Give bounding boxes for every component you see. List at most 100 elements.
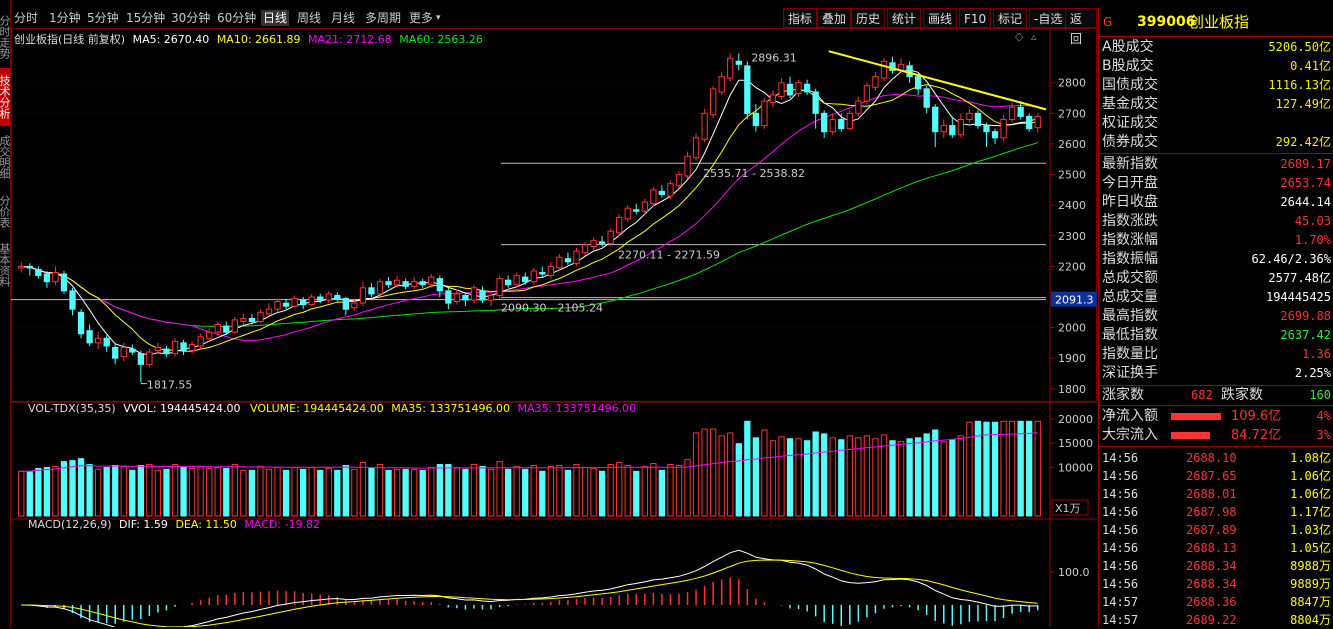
candle[interactable] xyxy=(291,295,298,308)
candle[interactable] xyxy=(86,324,93,346)
history-button[interactable]: 历史 xyxy=(851,8,886,28)
candle[interactable] xyxy=(709,85,717,118)
candle[interactable] xyxy=(393,275,401,288)
candle[interactable] xyxy=(923,85,930,114)
candle[interactable] xyxy=(112,342,119,365)
candle[interactable] xyxy=(265,303,273,316)
candle[interactable] xyxy=(154,342,162,354)
candle[interactable] xyxy=(129,344,136,356)
candle[interactable] xyxy=(428,274,435,288)
candle[interactable] xyxy=(675,171,683,189)
candle[interactable] xyxy=(932,104,939,148)
period-tab[interactable]: 多周期 xyxy=(365,11,402,25)
candle[interactable] xyxy=(616,214,623,236)
period-tab[interactable]: 30分钟 xyxy=(171,11,211,25)
candle[interactable] xyxy=(983,122,990,148)
candle[interactable] xyxy=(581,241,589,256)
candle[interactable] xyxy=(240,313,247,325)
candle[interactable] xyxy=(453,289,461,305)
candle[interactable] xyxy=(889,56,896,74)
candle[interactable] xyxy=(658,185,666,198)
period-tab[interactable]: 15分钟 xyxy=(126,11,166,25)
candle[interactable] xyxy=(735,53,742,71)
indicator-button[interactable]: 指标 xyxy=(783,8,818,28)
candle[interactable] xyxy=(650,186,657,207)
candle[interactable] xyxy=(590,237,597,250)
f10-button[interactable]: F10 xyxy=(959,8,992,28)
candle[interactable] xyxy=(120,342,127,362)
back-button[interactable]: 返回 xyxy=(1065,8,1097,46)
candle[interactable] xyxy=(522,272,529,285)
candle[interactable] xyxy=(547,261,555,279)
overlay-button[interactable]: 叠加 xyxy=(817,8,852,28)
candle[interactable] xyxy=(317,293,324,304)
candle[interactable] xyxy=(359,281,367,307)
candle[interactable] xyxy=(556,254,563,271)
tab-trades[interactable]: 成交明细 xyxy=(0,135,10,179)
candle[interactable] xyxy=(701,108,708,143)
candle[interactable] xyxy=(641,199,648,215)
candle[interactable] xyxy=(351,298,358,311)
chevron-down-icon[interactable]: ▾ xyxy=(436,13,441,23)
candle[interactable] xyxy=(146,349,153,368)
candle[interactable] xyxy=(513,272,520,288)
candle[interactable] xyxy=(838,113,845,132)
candle[interactable] xyxy=(26,263,33,276)
candle[interactable] xyxy=(103,335,110,353)
candle[interactable] xyxy=(60,270,68,294)
candle[interactable] xyxy=(308,293,315,307)
remove-favorite-button[interactable]: -自选 xyxy=(1029,8,1068,28)
candle[interactable] xyxy=(752,104,760,132)
tab-basic-info[interactable]: 基本资料 xyxy=(0,243,10,287)
period-tab[interactable]: 1分钟 xyxy=(49,11,81,25)
period-tab[interactable]: 5分钟 xyxy=(87,11,119,25)
draw-line-button[interactable]: 画线 xyxy=(923,8,958,28)
period-tab-active[interactable]: 日线 xyxy=(261,10,290,26)
candle[interactable] xyxy=(94,332,102,350)
candle[interactable] xyxy=(163,345,170,357)
period-tab[interactable]: 周线 xyxy=(297,11,322,25)
candle[interactable] xyxy=(282,298,290,310)
candle[interactable] xyxy=(171,338,179,357)
candle[interactable] xyxy=(436,275,443,297)
candle[interactable] xyxy=(248,313,256,325)
period-tab[interactable]: 月线 xyxy=(331,11,356,25)
period-tab[interactable]: 分时 xyxy=(14,11,39,25)
candle[interactable] xyxy=(573,248,580,267)
candle[interactable] xyxy=(188,341,196,354)
mark-button[interactable]: 标记 xyxy=(993,8,1028,28)
candle[interactable] xyxy=(496,275,503,299)
candle[interactable] xyxy=(180,339,187,356)
diamond-icon[interactable]: ◇ xyxy=(1015,30,1024,43)
candle[interactable] xyxy=(43,270,51,288)
candle[interactable] xyxy=(991,128,999,144)
candle[interactable] xyxy=(949,116,956,138)
candle[interactable] xyxy=(462,292,469,307)
candle[interactable] xyxy=(35,266,42,279)
candle[interactable] xyxy=(274,298,281,313)
candle[interactable] xyxy=(564,252,572,265)
candle[interactable] xyxy=(966,108,973,123)
candle[interactable] xyxy=(299,296,307,310)
candle[interactable] xyxy=(368,283,375,297)
candle[interactable] xyxy=(761,98,768,129)
tab-intraday[interactable]: 分时走势 xyxy=(0,15,10,59)
candle[interactable] xyxy=(69,287,76,316)
kline-chart[interactable]: 2800270026002500240023002200210020001900… xyxy=(11,28,1097,627)
candle[interactable] xyxy=(411,277,418,290)
candle[interactable] xyxy=(855,96,862,117)
candle[interactable] xyxy=(342,296,350,316)
candle[interactable] xyxy=(786,76,794,99)
candle[interactable] xyxy=(197,333,204,350)
candle[interactable] xyxy=(812,88,819,129)
candle[interactable] xyxy=(607,228,614,247)
candle[interactable] xyxy=(940,119,947,138)
candle[interactable] xyxy=(624,205,631,222)
candle[interactable] xyxy=(487,290,495,307)
candle[interactable] xyxy=(214,321,221,336)
candle[interactable] xyxy=(1026,113,1033,132)
candle[interactable] xyxy=(744,61,751,120)
candle[interactable] xyxy=(18,261,25,273)
candle[interactable] xyxy=(1034,113,1041,133)
candle[interactable] xyxy=(52,266,59,285)
